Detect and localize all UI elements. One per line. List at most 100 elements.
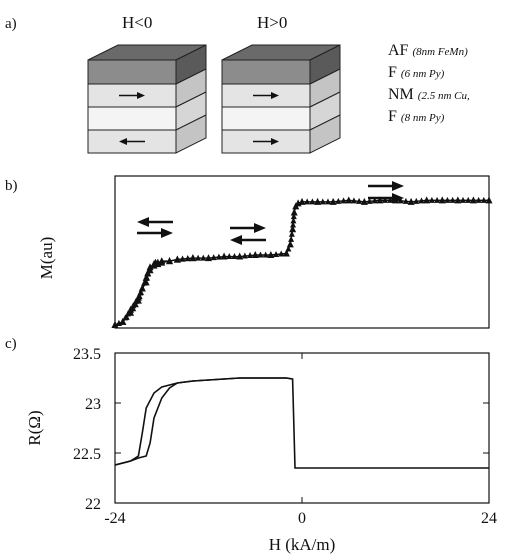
chart-b-point	[465, 196, 472, 203]
chart-b-point	[290, 217, 297, 224]
chart-b-point	[119, 317, 127, 325]
chart-b-point	[205, 254, 212, 262]
chart-c-ytick-label: 23	[85, 396, 101, 413]
chart-b-annotation-2-arrow-bottom-head	[392, 193, 404, 203]
chart-c-ytick-label: 22	[85, 496, 101, 513]
chart-b-point	[111, 320, 119, 328]
chart-b-point	[350, 197, 357, 204]
chart-c-xlabel: H (kA/m)	[269, 535, 336, 554]
chart-b-point	[335, 197, 342, 204]
chart-b-point	[366, 197, 373, 204]
layer-legend: AF (8nm FeMn) F (6 nm Py) NM (2.5 nm Cu,…	[388, 42, 470, 125]
chart-b-point	[143, 274, 150, 281]
chart-b-frame	[114, 175, 490, 329]
chart-b-point	[387, 196, 394, 203]
chart-b-point	[257, 251, 264, 258]
chart-b-point	[304, 198, 311, 205]
chart-c-xtick-label: -24	[104, 510, 125, 527]
stack-left-arrow-1-head	[119, 138, 127, 145]
chart-b-point	[454, 196, 462, 204]
chart-b-point	[273, 251, 280, 258]
chart-b-annotation-2-arrow-top-head	[392, 181, 404, 191]
legend-row-f-bottom: F (8 nm Py)	[388, 108, 445, 125]
panel-b: b) M(au)	[5, 175, 493, 329]
chart-b-point	[267, 251, 275, 259]
chart-b-point	[314, 197, 322, 205]
chart-b-point	[298, 197, 306, 205]
panel-a: a) H<0 H>0 AF (8nm FeMn) F (6 nm Py) NM …	[5, 13, 470, 154]
chart-b-annotations	[137, 181, 404, 245]
stack-right-layer-0-front	[221, 59, 311, 85]
stack-right-layer-3-side	[309, 114, 341, 154]
panel-b-label: b)	[5, 178, 18, 194]
chart-b-point	[285, 245, 292, 252]
chart-b-point	[286, 240, 294, 248]
chart-b-point	[179, 255, 186, 262]
chart-c-ylabel: R(Ω)	[25, 410, 44, 445]
chart-b-point	[382, 196, 389, 203]
chart-b-point	[449, 196, 456, 203]
chart-b-annotation-1-arrow-top	[230, 223, 266, 233]
stack-right-arrow-0-head	[271, 92, 279, 99]
chart-c-series-0	[114, 377, 489, 469]
chart-b-annotation-0-arrow-bottom-head	[161, 228, 173, 238]
stack-left-arrow-0	[119, 92, 145, 99]
chart-b-point	[360, 197, 368, 205]
stack-left-arrow-1	[119, 138, 145, 145]
chart-b-annotation-2-arrow-bottom	[368, 193, 404, 203]
chart-b-point	[469, 196, 477, 204]
chart-b-point	[444, 196, 451, 203]
chart-b-point	[413, 197, 420, 204]
legend-row-nm: NM (2.5 nm Cu,	[388, 86, 470, 103]
chart-c-frame	[114, 352, 490, 504]
chart-b-point	[407, 197, 415, 205]
chart-b-point	[189, 254, 197, 262]
chart-b-point	[309, 198, 316, 205]
stack-left-layer-0-front	[87, 59, 177, 85]
chart-b-point	[220, 252, 228, 260]
chart-b-point	[288, 230, 295, 237]
chart-b-point	[137, 289, 144, 296]
chart-b-point	[146, 263, 154, 271]
chart-c-ytick-label: 23.5	[73, 346, 101, 363]
chart-b-point	[397, 197, 404, 204]
chart-b-point	[418, 197, 425, 204]
stack-left-layer-2-front	[87, 106, 177, 131]
chart-b-point	[124, 310, 131, 317]
chart-b-point	[428, 196, 435, 203]
chart-b-point	[210, 254, 217, 261]
chart-c-xtick-label: 0	[298, 510, 306, 527]
chart-b-point	[138, 284, 146, 292]
chart-b-annotation-0-arrow-top-head	[137, 217, 149, 227]
chart-b-point	[475, 196, 482, 203]
chart-b-marks	[111, 196, 493, 328]
chart-b-point	[184, 255, 191, 262]
chart-b-point	[290, 213, 297, 220]
chart-b-annotation-1-arrow-bottom	[230, 235, 266, 245]
chart-b-point	[226, 253, 233, 260]
chart-b-point	[241, 252, 248, 259]
chart-b-point	[166, 257, 174, 265]
chart-b-point	[485, 196, 493, 204]
chart-b-point	[158, 257, 166, 265]
chart-b-point	[142, 278, 150, 286]
chart-b-point	[324, 198, 331, 205]
chart-b-point	[200, 254, 207, 261]
chart-b-point	[130, 302, 137, 309]
chart-b-point	[282, 249, 290, 257]
chart-b-annotation-1-arrow-bottom-head	[230, 235, 242, 245]
chart-b-ylabel: M(au)	[37, 237, 56, 279]
stack-left-layer-3-side	[175, 114, 207, 154]
chart-c-lines	[114, 377, 489, 469]
chart-b-point	[231, 253, 238, 260]
chart-b-point	[195, 254, 202, 261]
chart-b-point	[288, 235, 295, 242]
chart-b-point	[134, 293, 142, 301]
stack-left-title: H<0	[122, 13, 152, 32]
chart-b-point	[423, 196, 431, 204]
stack-right-layer-2-front	[221, 106, 311, 131]
chart-b-annotation-0-arrow-top	[137, 217, 173, 227]
chart-b-point	[480, 196, 487, 203]
chart-b-point	[290, 221, 297, 228]
